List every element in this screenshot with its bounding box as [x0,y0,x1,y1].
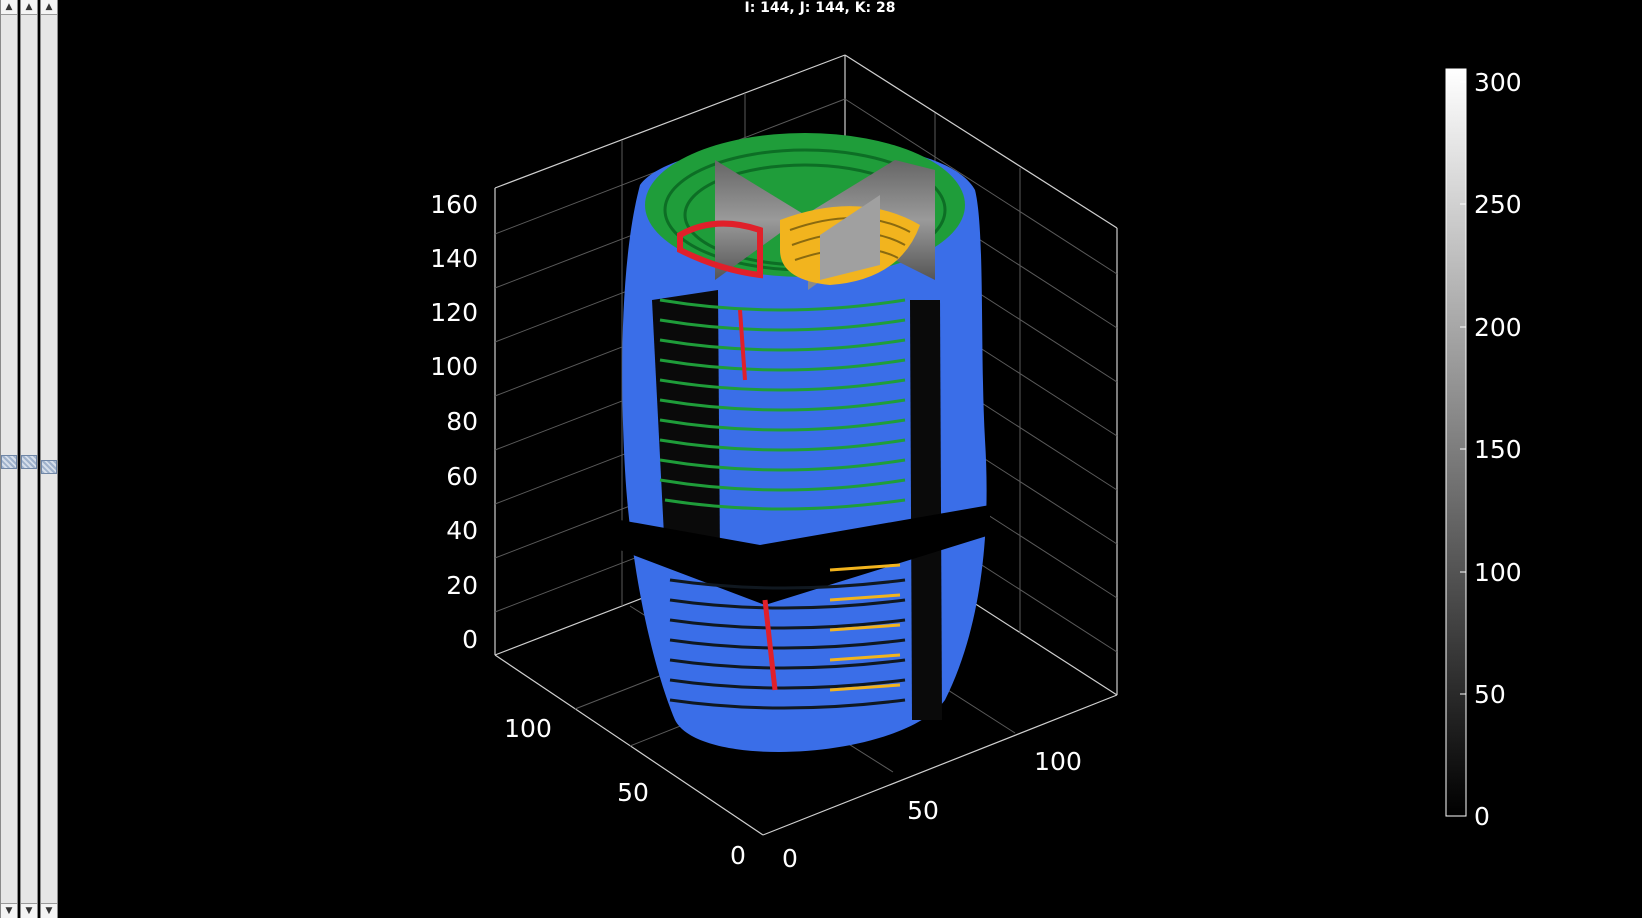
z-tick-label: 60 [446,462,478,491]
axes-box [494,54,1118,836]
inner-contour-stack [659,298,906,710]
slider-k-thumb[interactable] [41,460,57,474]
slider-i-thumb[interactable] [1,455,17,469]
x-tick-label: 50 [907,796,939,825]
colorbar-tick-label: 0 [1474,802,1490,831]
z-tick-label: 160 [430,190,478,219]
x-axis-ticks: 0 50 100 [782,747,1082,873]
up-arrow-icon: ▲ [45,2,53,12]
z-tick-label: 80 [446,407,478,436]
slice-slider-j[interactable]: ▲ ▼ [20,0,38,918]
slider-j-down-button[interactable]: ▼ [21,903,37,918]
y-tick-label: 50 [617,778,649,807]
down-arrow-icon: ▼ [25,906,33,916]
slider-k-up-button[interactable]: ▲ [41,0,57,15]
colorbar-tick-label: 200 [1474,313,1522,342]
up-arrow-icon: ▲ [25,2,33,12]
slider-j-up-button[interactable]: ▲ [21,0,37,15]
colorbar-tick-label: 250 [1474,190,1522,219]
z-tick-label: 120 [430,298,478,327]
x-tick-label: 100 [1034,747,1082,776]
slider-k-down-button[interactable]: ▼ [41,903,57,918]
z-tick-label: 20 [446,571,478,600]
slice-slider-k[interactable]: ▲ ▼ [40,0,58,918]
down-arrow-icon: ▼ [5,906,13,916]
z-tick-label: 100 [430,352,478,381]
voxel-coordinate-readout: I: 144, J: 144, K: 28 [744,0,896,16]
x-tick-label: 0 [782,844,798,873]
z-tick-label: 40 [446,516,478,545]
down-arrow-icon: ▼ [45,906,53,916]
slice-slider-i[interactable]: ▲ ▼ [0,0,18,918]
blue-contour-surface [620,142,990,753]
slice-slider-panel: ▲ ▼ ▲ ▼ ▲ ▼ [0,0,60,918]
y-tick-label: 0 [730,841,746,870]
colorbar-tick-label: 50 [1474,680,1506,709]
z-axis-ticks: 160 140 120 100 80 60 40 20 0 [430,190,478,654]
y-axis-ticks: 100 50 0 [504,714,746,870]
slider-j-thumb[interactable] [21,455,37,469]
top-slice-cap [645,133,965,290]
colorbar: 300 250 200 150 100 50 0 [1445,68,1522,831]
y-tick-label: 100 [504,714,552,743]
z-tick-label: 140 [430,244,478,273]
colorbar-tick-label: 150 [1474,435,1522,464]
up-arrow-icon: ▲ [5,2,13,12]
colorbar-tick-label: 100 [1474,558,1522,587]
slider-i-down-button[interactable]: ▼ [1,903,17,918]
colorbar-tick-label: 300 [1474,68,1522,97]
z-tick-label: 0 [462,625,478,654]
slider-i-up-button[interactable]: ▲ [1,0,17,15]
